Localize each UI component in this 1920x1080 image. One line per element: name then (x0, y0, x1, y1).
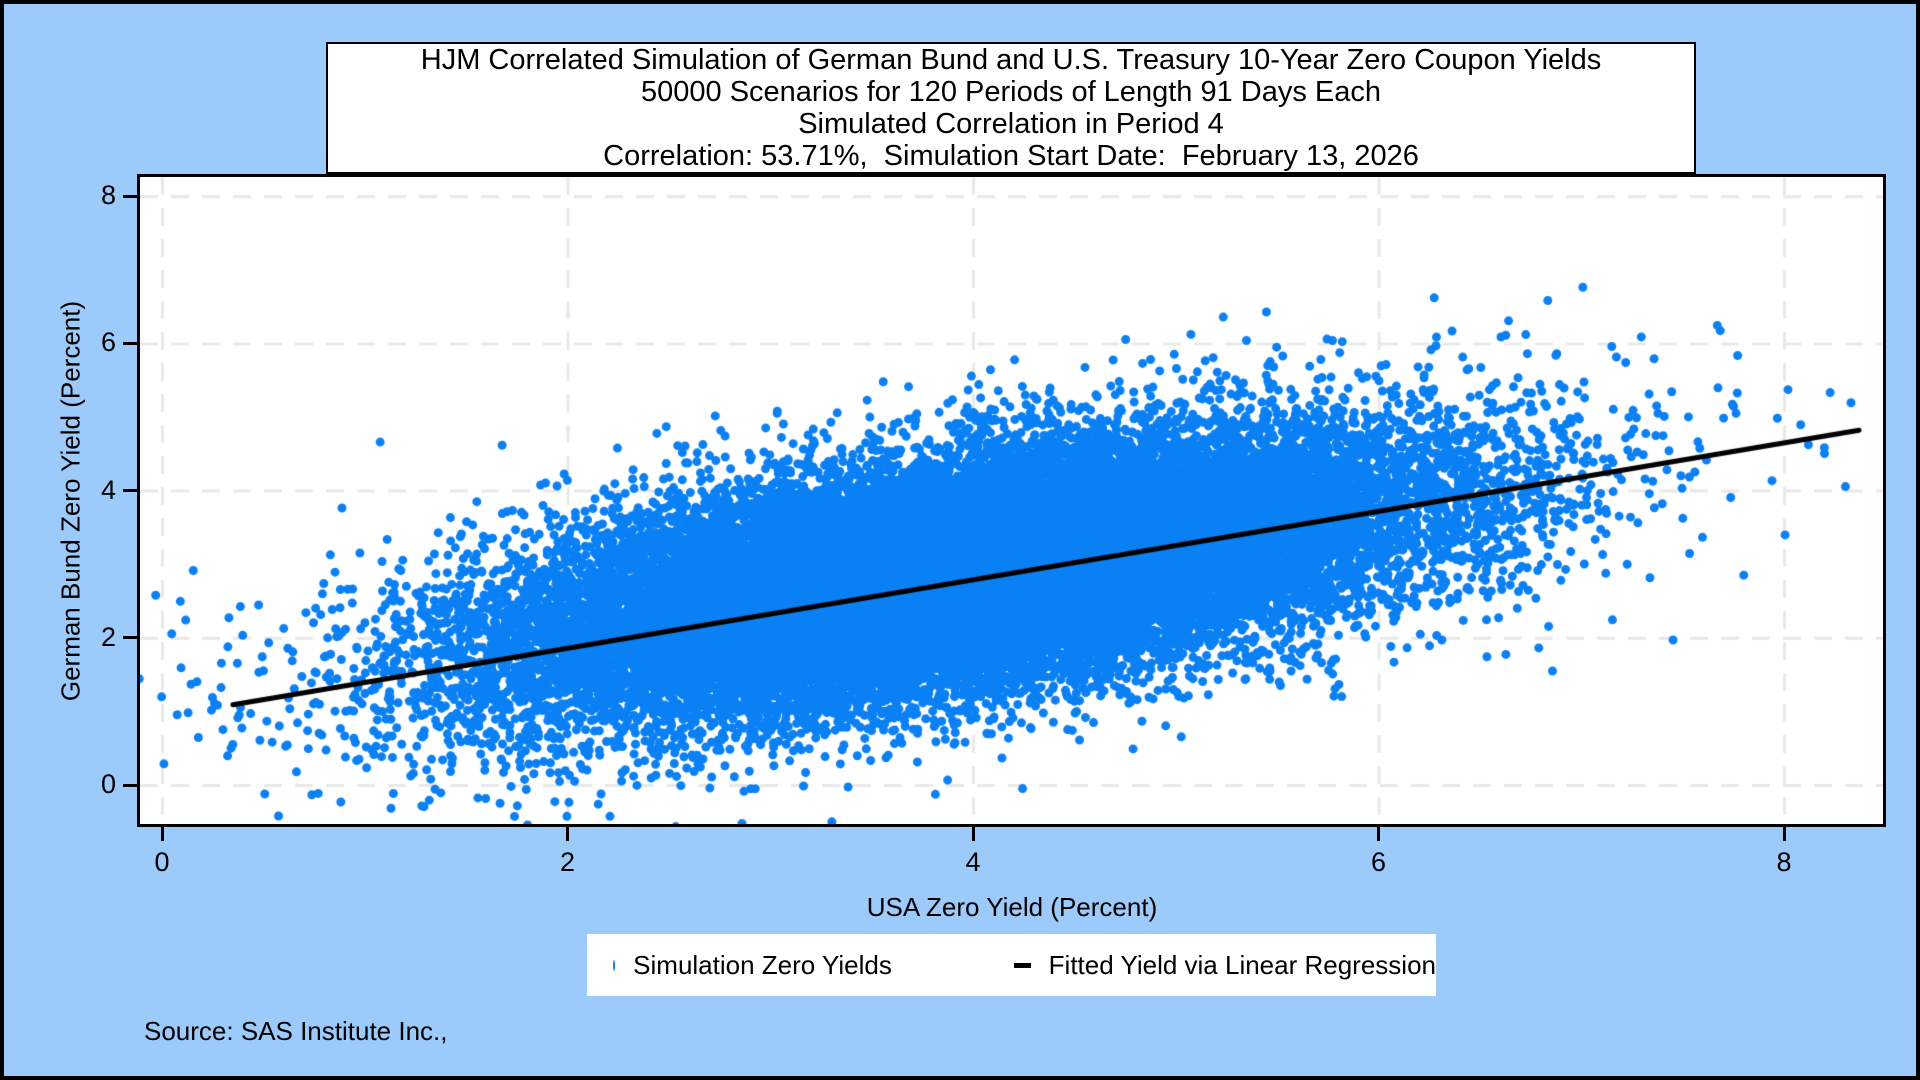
fit-line-icon (1013, 962, 1031, 968)
scatter-marker-icon (613, 959, 616, 971)
x-tick-label: 2 (559, 847, 576, 877)
chart-title-line-3: Simulated Correlation in Period 4 (798, 108, 1224, 140)
x-tick-mark (160, 827, 164, 841)
x-tick-mark (971, 827, 975, 841)
x-tick-mark (1377, 827, 1380, 841)
x-tick-label: 4 (965, 847, 981, 877)
y-tick-mark (123, 489, 137, 493)
x-axis-title: USA Zero Yield (Percent) (866, 892, 1158, 922)
y-tick-label: 0 (100, 769, 116, 799)
y-tick-label: 8 (100, 180, 116, 211)
y-tick-mark (123, 341, 137, 345)
x-tick-mark (1782, 827, 1786, 841)
y-axis-title: German Bund Zero Yield (Percent) (55, 300, 86, 702)
x-tick-label: 6 (1370, 847, 1387, 877)
legend: Simulation Zero Yields Fitted Yield via … (587, 934, 1436, 996)
x-tick-label: 8 (1776, 847, 1792, 877)
scatter-plot-canvas (140, 177, 1883, 824)
y-tick-mark (123, 783, 137, 787)
y-tick-mark (123, 194, 137, 198)
chart-title-line-2: 50000 Scenarios for 120 Periods of Lengt… (641, 76, 1381, 108)
source-note: Source: SAS Institute Inc., (144, 1016, 448, 1046)
x-tick-label: 0 (154, 847, 170, 877)
chart-title-line-4: Correlation: 53.71%, Simulation Start Da… (603, 140, 1419, 172)
chart-title-box: HJM Correlated Simulation of German Bund… (326, 42, 1696, 174)
legend-label-fit: Fitted Yield via Linear Regression (1048, 949, 1436, 980)
y-tick-label: 4 (100, 474, 116, 505)
x-tick-mark (566, 827, 569, 841)
legend-label-simulation: Simulation Zero Yields (633, 949, 892, 980)
y-tick-label: 2 (100, 621, 116, 652)
y-tick-mark (123, 636, 137, 640)
y-tick-label: 6 (100, 327, 116, 358)
chart-title-line-1: HJM Correlated Simulation of German Bund… (420, 44, 1602, 76)
